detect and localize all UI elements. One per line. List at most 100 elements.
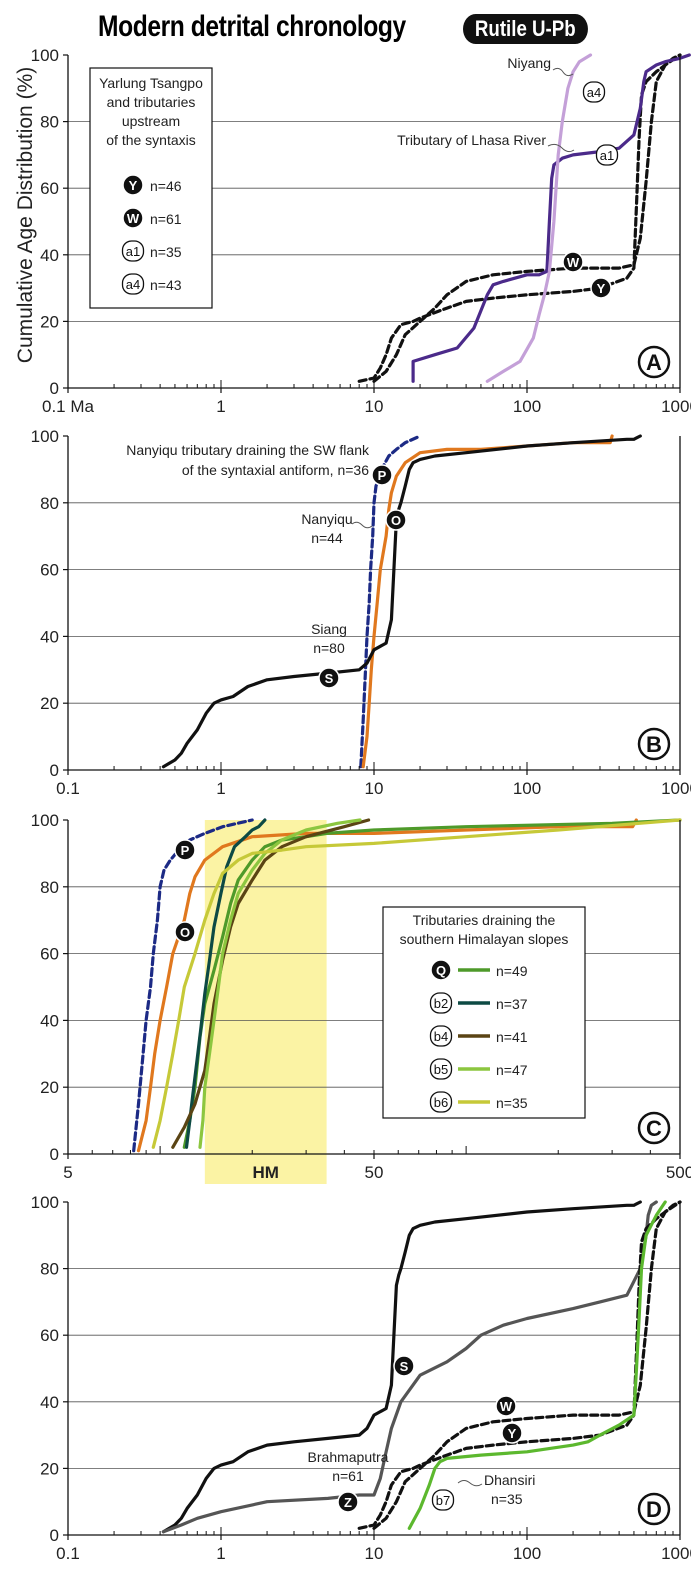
marker-P: P (174, 839, 196, 861)
series-line-a1 (411, 53, 691, 383)
y-tick-label: 20 (40, 694, 59, 713)
annotation-lhasa: Tributary of Lhasa River (397, 132, 546, 148)
panel-label-circle (637, 345, 671, 379)
legend-entry-label: n=35 (150, 244, 182, 260)
marker-badge-shape (582, 81, 606, 103)
x-tick-label: 10 (365, 1544, 384, 1563)
legend-marker-a4: a4 (121, 273, 145, 295)
y-tick-label: 80 (40, 1260, 59, 1279)
y-tick-label: 60 (40, 179, 59, 198)
annotation-leader (457, 1480, 483, 1487)
marker-badge-shape (174, 921, 196, 943)
series-line-O (361, 434, 614, 769)
annotation-siang: Siang (311, 621, 347, 637)
panel-label: C (637, 1111, 671, 1145)
marker-O: O (385, 509, 407, 531)
legend-entry-label: n=41 (496, 1029, 528, 1045)
marker-badge-shape (429, 1025, 453, 1047)
legend-title-line: of the syntaxis (106, 132, 196, 148)
annotation-dhansiri-n: n=35 (491, 1491, 523, 1507)
series-line-O (136, 818, 638, 1153)
annotation-leader (547, 143, 575, 153)
marker-badge-text: a1 (126, 244, 140, 259)
panel-label: B (637, 727, 671, 761)
panel-label-text: A (646, 350, 662, 375)
annotation-brahmaputra: Brahmaputra (308, 1449, 389, 1465)
marker-P: P (371, 464, 393, 486)
y-tick-label: 0 (50, 1145, 59, 1164)
x-tick-label: 5 (63, 1163, 72, 1182)
marker-W: W (495, 1395, 517, 1417)
y-tick-label: 40 (40, 627, 59, 646)
legend-entry-label: n=35 (496, 1095, 528, 1111)
marker-S: S (393, 1355, 415, 1377)
legend-marker-Q: Q (430, 959, 452, 981)
panel-label-circle (637, 1111, 671, 1145)
marker-O: O (174, 921, 196, 943)
legend-a: Yarlung Tsangpo and tributaries upstream of… (89, 67, 213, 309)
x-tick-label: 0.1 Ma (42, 397, 95, 416)
legend-marker-b5: b5 (429, 1058, 453, 1080)
marker-badge-shape (385, 509, 407, 531)
marker-badge-text: P (181, 843, 190, 858)
x-tick-label: 100 (513, 1544, 541, 1563)
legend-entry-label: n=49 (496, 963, 528, 979)
x-tick-label: 1 (216, 779, 225, 798)
marker-badge-shape (318, 667, 340, 689)
x-tick-label: 100 (513, 397, 541, 416)
annotation-siang-n: n=80 (313, 640, 345, 656)
series-line-S (161, 1200, 642, 1534)
series-line-W (372, 53, 682, 383)
marker-badge-shape (431, 1489, 455, 1511)
legend-title-line: Yarlung Tsangpo (99, 75, 203, 91)
panel-label: D (637, 1492, 671, 1526)
legend-entry-label: n=47 (496, 1062, 528, 1078)
marker-badge-text: a4 (587, 85, 601, 100)
marker-badge-text: b6 (434, 1095, 448, 1110)
marker-W: W (562, 251, 584, 273)
marker-b7: b7 (431, 1489, 455, 1511)
marker-badge-text: Z (344, 1495, 352, 1510)
panel-label-text: D (646, 1497, 662, 1522)
marker-badge-text: a4 (126, 277, 140, 292)
marker-badge-text: a1 (600, 148, 614, 163)
x-tick-label: 0.1 (56, 1544, 80, 1563)
legend-marker-a1: a1 (121, 240, 145, 262)
marker-badge-shape (122, 174, 144, 196)
series-line-S (161, 434, 642, 769)
marker-a1: a1 (595, 144, 619, 166)
x-tick-label: 1 (216, 397, 225, 416)
marker-badge-shape (174, 839, 196, 861)
series-line-P (132, 818, 254, 1153)
x-tick-label: 1 (216, 1544, 225, 1563)
series-line-b2 (184, 818, 267, 1149)
marker-badge-shape (562, 251, 584, 273)
legend-c: Tributaries draining the southern Himalay… (382, 906, 586, 1119)
marker-badge-shape (501, 1422, 523, 1444)
legend-entry-label: n=46 (150, 178, 182, 194)
y-tick-label: 100 (31, 1193, 59, 1212)
marker-badge-shape (371, 464, 393, 486)
y-axis-label: Cumulative Age Distribution (%) (14, 67, 37, 363)
marker-badge-text: Y (129, 178, 138, 193)
panel-label-circle (637, 727, 671, 761)
panel-label-text: B (646, 732, 662, 757)
legend-marker-b4: b4 (429, 1025, 453, 1047)
annotation-nanyiqu-n: n=44 (311, 530, 343, 546)
marker-Y: Y (501, 1422, 523, 1444)
figure-header: Modern detrital chronology Rutile U-Pb (0, 0, 691, 48)
method-badge: Rutile U-Pb (463, 14, 588, 44)
legend-title-line: southern Himalayan slopes (400, 931, 569, 947)
marker-Z: Z (337, 1491, 359, 1513)
series-line-Z (161, 1200, 658, 1534)
y-tick-label: 20 (40, 1078, 59, 1097)
series-line-b7 (407, 1200, 667, 1530)
marker-badge-text: Y (508, 1426, 517, 1441)
marker-Y: Y (590, 277, 612, 299)
marker-badge-text: W (500, 1399, 513, 1414)
